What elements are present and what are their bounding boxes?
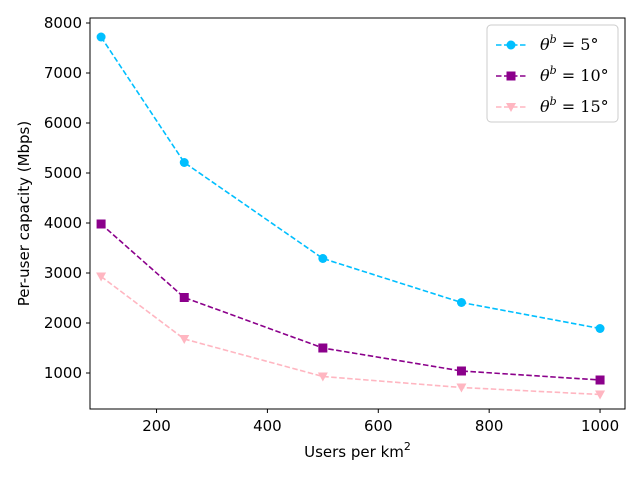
data-point bbox=[96, 32, 106, 42]
legend-label-superscript: b bbox=[550, 33, 557, 46]
legend-label-variable: θ bbox=[540, 35, 550, 54]
y-axis-label: Per-user capacity (Mbps) bbox=[15, 121, 33, 306]
legend-label-value: = 15° bbox=[557, 97, 609, 116]
y-tick-label: 2000 bbox=[44, 314, 82, 332]
x-axis-label: Users per km2 bbox=[304, 440, 411, 461]
legend-label-superscript: b bbox=[550, 95, 557, 108]
y-tick-label: 3000 bbox=[44, 264, 82, 282]
y-axis: 1000 2000 3000 4000 5000 6000 7000 8000 bbox=[44, 14, 90, 382]
plot-area bbox=[96, 32, 606, 400]
data-point bbox=[96, 272, 107, 282]
series-line bbox=[100, 36, 601, 330]
legend-marker bbox=[506, 103, 516, 112]
legend-label-value: = 5° bbox=[557, 35, 599, 54]
y-tick-label: 4000 bbox=[44, 214, 82, 232]
x-tick-label: 600 bbox=[364, 417, 393, 435]
y-tick-label: 6000 bbox=[44, 114, 82, 132]
data-point bbox=[96, 219, 106, 229]
x-axis-label-text: Users per km bbox=[304, 443, 404, 461]
data-point bbox=[318, 343, 328, 353]
y-tick-label: 8000 bbox=[44, 14, 82, 32]
series-1 bbox=[96, 32, 605, 333]
legend-label: θb = 15° bbox=[540, 95, 609, 116]
legend-marker bbox=[506, 40, 516, 50]
y-tick-label: 1000 bbox=[44, 364, 82, 382]
data-point bbox=[317, 372, 328, 382]
legend-item: θb = 15° bbox=[496, 95, 609, 116]
x-tick-label: 200 bbox=[142, 417, 171, 435]
x-axis-label-superscript: 2 bbox=[404, 440, 411, 453]
legend-item: θb = 5° bbox=[496, 33, 598, 54]
legend-label: θb = 5° bbox=[540, 33, 598, 54]
data-point bbox=[456, 298, 466, 307]
legend-label-variable: θ bbox=[540, 97, 550, 116]
x-tick-label: 1000 bbox=[581, 417, 619, 435]
series-3 bbox=[96, 272, 606, 400]
data-point bbox=[179, 293, 189, 302]
legend-label: θb = 10° bbox=[540, 64, 609, 85]
data-point bbox=[179, 158, 189, 167]
legend-label-value: = 10° bbox=[557, 66, 609, 85]
legend-label-superscript: b bbox=[550, 64, 557, 77]
y-tick-label: 7000 bbox=[44, 64, 82, 82]
series-2 bbox=[96, 219, 605, 385]
data-point bbox=[318, 254, 328, 263]
data-point bbox=[456, 366, 466, 376]
data-point bbox=[595, 375, 605, 385]
axes-frame bbox=[89, 17, 626, 410]
y-tick-label: 5000 bbox=[44, 164, 82, 182]
x-tick-label: 400 bbox=[253, 417, 282, 435]
legend-box bbox=[486, 24, 619, 123]
data-point bbox=[595, 324, 605, 333]
legend-item: θb = 10° bbox=[496, 64, 609, 85]
data-point bbox=[456, 383, 467, 393]
legend-label-variable: θ bbox=[540, 66, 550, 85]
data-point bbox=[595, 390, 606, 400]
legend: θb = 5°θb = 10°θb = 15° bbox=[486, 24, 619, 123]
legend-marker bbox=[506, 71, 516, 81]
series-line bbox=[100, 275, 601, 396]
data-point bbox=[179, 335, 190, 344]
x-tick-label: 800 bbox=[475, 417, 504, 435]
x-axis: 200 400 600 800 1000 bbox=[142, 409, 619, 435]
